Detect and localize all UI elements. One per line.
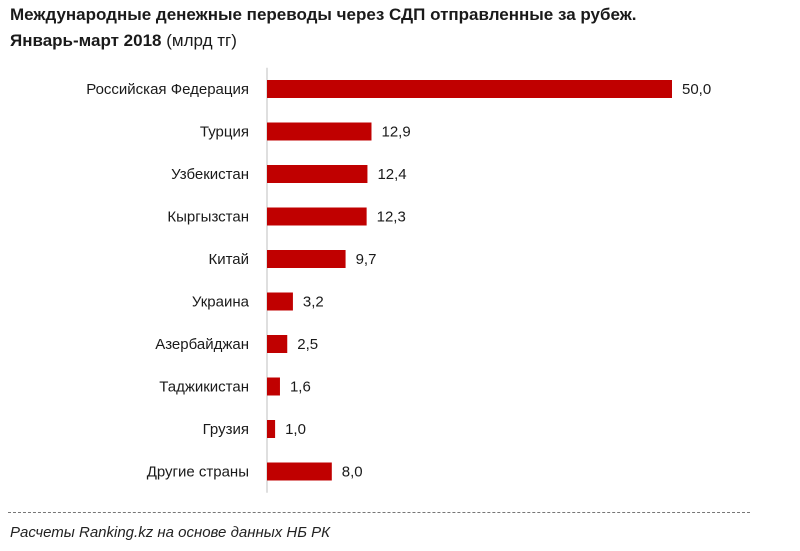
category-label: Таджикистан <box>159 379 249 396</box>
data-label: 1,0 <box>285 421 306 438</box>
chart-subtitle-line: Январь-март 2018 (млрд тг) <box>10 28 790 54</box>
chart-subtitle: Январь-март 2018 <box>10 31 162 50</box>
category-label: Турция <box>200 124 249 141</box>
category-label: Азербайджан <box>155 336 249 353</box>
footer-divider <box>8 512 750 513</box>
category-label: Кыргызстан <box>167 209 249 226</box>
data-label: 12,4 <box>377 166 406 183</box>
bar <box>267 165 368 183</box>
category-label: Китай <box>208 251 249 268</box>
data-label: 12,9 <box>381 124 410 141</box>
bar <box>267 462 332 481</box>
category-label: Узбекистан <box>171 166 249 183</box>
data-label: 12,3 <box>377 209 406 226</box>
data-label: 50,0 <box>682 81 711 98</box>
chart-title-block: Международные денежные переводы через СД… <box>10 2 790 54</box>
data-label: 9,7 <box>356 251 377 268</box>
bar <box>267 420 276 438</box>
category-label: Российская Федерация <box>86 81 249 98</box>
source-note: Расчеты Ranking.kz на основе данных НБ Р… <box>10 524 331 541</box>
data-label: 8,0 <box>342 464 363 481</box>
bar <box>267 377 280 396</box>
bar-chart: Российская Федерация 50,0 Турция 12,9 Узбеки… <box>86 67 711 493</box>
category-label: Украина <box>192 294 250 311</box>
chart-title: Международные денежные переводы через СД… <box>10 5 637 24</box>
data-label: 3,2 <box>303 294 324 311</box>
data-label: 2,5 <box>297 336 318 353</box>
bar <box>267 80 672 98</box>
bar <box>267 292 293 311</box>
bar <box>267 122 372 141</box>
category-label: Другие страны <box>147 464 249 481</box>
chart-units: (млрд тг) <box>166 31 237 50</box>
bar <box>267 335 288 353</box>
data-label: 1,6 <box>290 379 311 396</box>
bar <box>267 250 346 268</box>
category-label: Грузия <box>203 421 249 438</box>
bar <box>267 207 367 226</box>
